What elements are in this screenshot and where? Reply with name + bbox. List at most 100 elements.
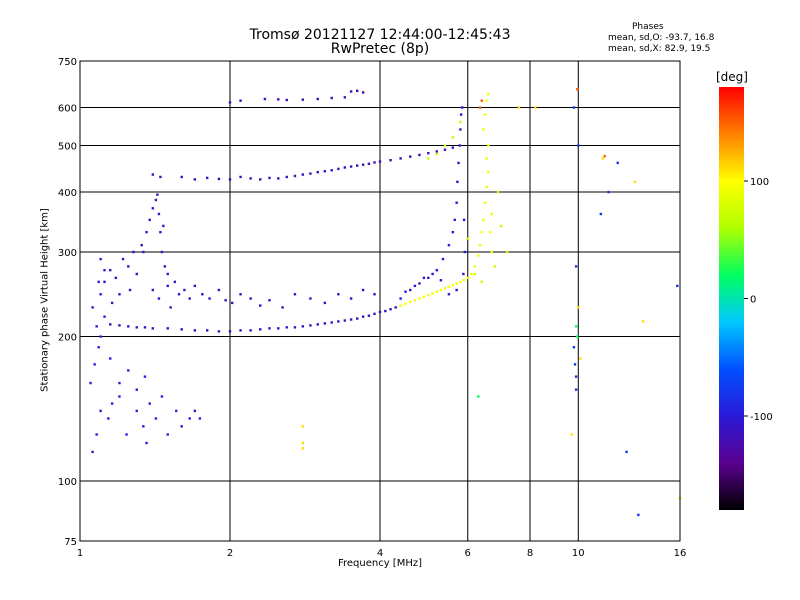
data-point xyxy=(95,325,97,327)
data-point xyxy=(368,163,370,165)
data-point xyxy=(427,157,429,159)
data-point xyxy=(218,289,220,291)
data-point xyxy=(573,346,575,348)
data-point xyxy=(144,375,146,377)
data-point xyxy=(188,297,190,299)
data-point xyxy=(418,154,420,156)
data-point xyxy=(456,181,458,183)
data-point xyxy=(452,136,454,138)
data-point xyxy=(490,251,492,253)
data-point xyxy=(414,299,416,301)
data-point xyxy=(454,219,456,221)
data-point xyxy=(118,293,120,295)
data-point xyxy=(194,285,196,287)
data-point xyxy=(161,395,163,397)
data-point xyxy=(194,410,196,412)
data-point xyxy=(239,176,241,178)
data-point xyxy=(302,425,304,427)
data-point xyxy=(99,335,101,337)
data-point xyxy=(487,144,489,146)
data-point xyxy=(431,292,433,294)
data-point xyxy=(452,284,454,286)
data-point xyxy=(178,293,180,295)
data-point xyxy=(95,433,97,435)
x-tick-label: 1 xyxy=(77,548,83,559)
data-point xyxy=(302,447,304,449)
data-point xyxy=(477,254,479,256)
data-point xyxy=(440,279,442,281)
data-point xyxy=(356,164,358,166)
data-point xyxy=(302,325,304,327)
data-point xyxy=(570,433,572,435)
data-point xyxy=(99,410,101,412)
data-point xyxy=(161,251,163,253)
data-point xyxy=(152,289,154,291)
data-point xyxy=(481,231,483,233)
data-point xyxy=(427,294,429,296)
data-point xyxy=(158,213,160,215)
data-point xyxy=(576,335,578,337)
data-point xyxy=(142,425,144,427)
data-point xyxy=(452,231,454,233)
y-tick-label: 500 xyxy=(58,142,77,153)
data-point xyxy=(575,325,577,327)
data-point xyxy=(194,178,196,180)
data-point xyxy=(486,186,488,188)
data-point xyxy=(331,97,333,99)
data-point xyxy=(103,269,105,271)
data-point xyxy=(344,166,346,168)
data-point xyxy=(436,269,438,271)
data-point xyxy=(484,202,486,204)
data-point xyxy=(302,173,304,175)
x-tick-label: 4 xyxy=(377,548,383,559)
colorbar-tick-label: -100 xyxy=(750,412,773,423)
data-point xyxy=(482,128,484,130)
data-point xyxy=(373,313,375,315)
data-point xyxy=(474,265,476,267)
data-point xyxy=(444,149,446,151)
grid-layer xyxy=(80,61,680,541)
data-point xyxy=(145,231,147,233)
data-point xyxy=(344,319,346,321)
data-point xyxy=(206,177,208,179)
data-point xyxy=(229,178,231,180)
data-point xyxy=(457,162,459,164)
data-point xyxy=(625,451,627,453)
data-point xyxy=(132,251,134,253)
data-point xyxy=(97,346,99,348)
data-point xyxy=(118,382,120,384)
data-point xyxy=(136,273,138,275)
data-point xyxy=(518,106,520,108)
data-point xyxy=(164,265,166,267)
data-point xyxy=(350,318,352,320)
data-point xyxy=(155,417,157,419)
data-point xyxy=(409,301,411,303)
data-point xyxy=(183,289,185,291)
data-point xyxy=(99,258,101,260)
data-point xyxy=(455,202,457,204)
data-point xyxy=(436,153,438,155)
x-tick-label: 8 xyxy=(527,548,533,559)
data-point xyxy=(462,273,464,275)
data-point xyxy=(350,165,352,167)
data-point xyxy=(481,99,483,101)
data-point xyxy=(467,237,469,239)
data-point xyxy=(162,225,164,227)
data-point xyxy=(431,273,433,275)
data-point xyxy=(89,382,91,384)
data-point xyxy=(136,388,138,390)
data-point xyxy=(440,289,442,291)
data-point xyxy=(331,169,333,171)
data-point xyxy=(494,265,496,267)
data-point xyxy=(239,99,241,101)
data-point xyxy=(409,155,411,157)
data-point xyxy=(637,514,639,516)
data-point xyxy=(127,369,129,371)
data-point xyxy=(379,160,381,162)
data-point xyxy=(136,410,138,412)
data-point xyxy=(577,144,579,146)
data-point xyxy=(181,425,183,427)
data-point xyxy=(459,128,461,130)
data-point xyxy=(484,113,486,115)
data-point xyxy=(448,286,450,288)
